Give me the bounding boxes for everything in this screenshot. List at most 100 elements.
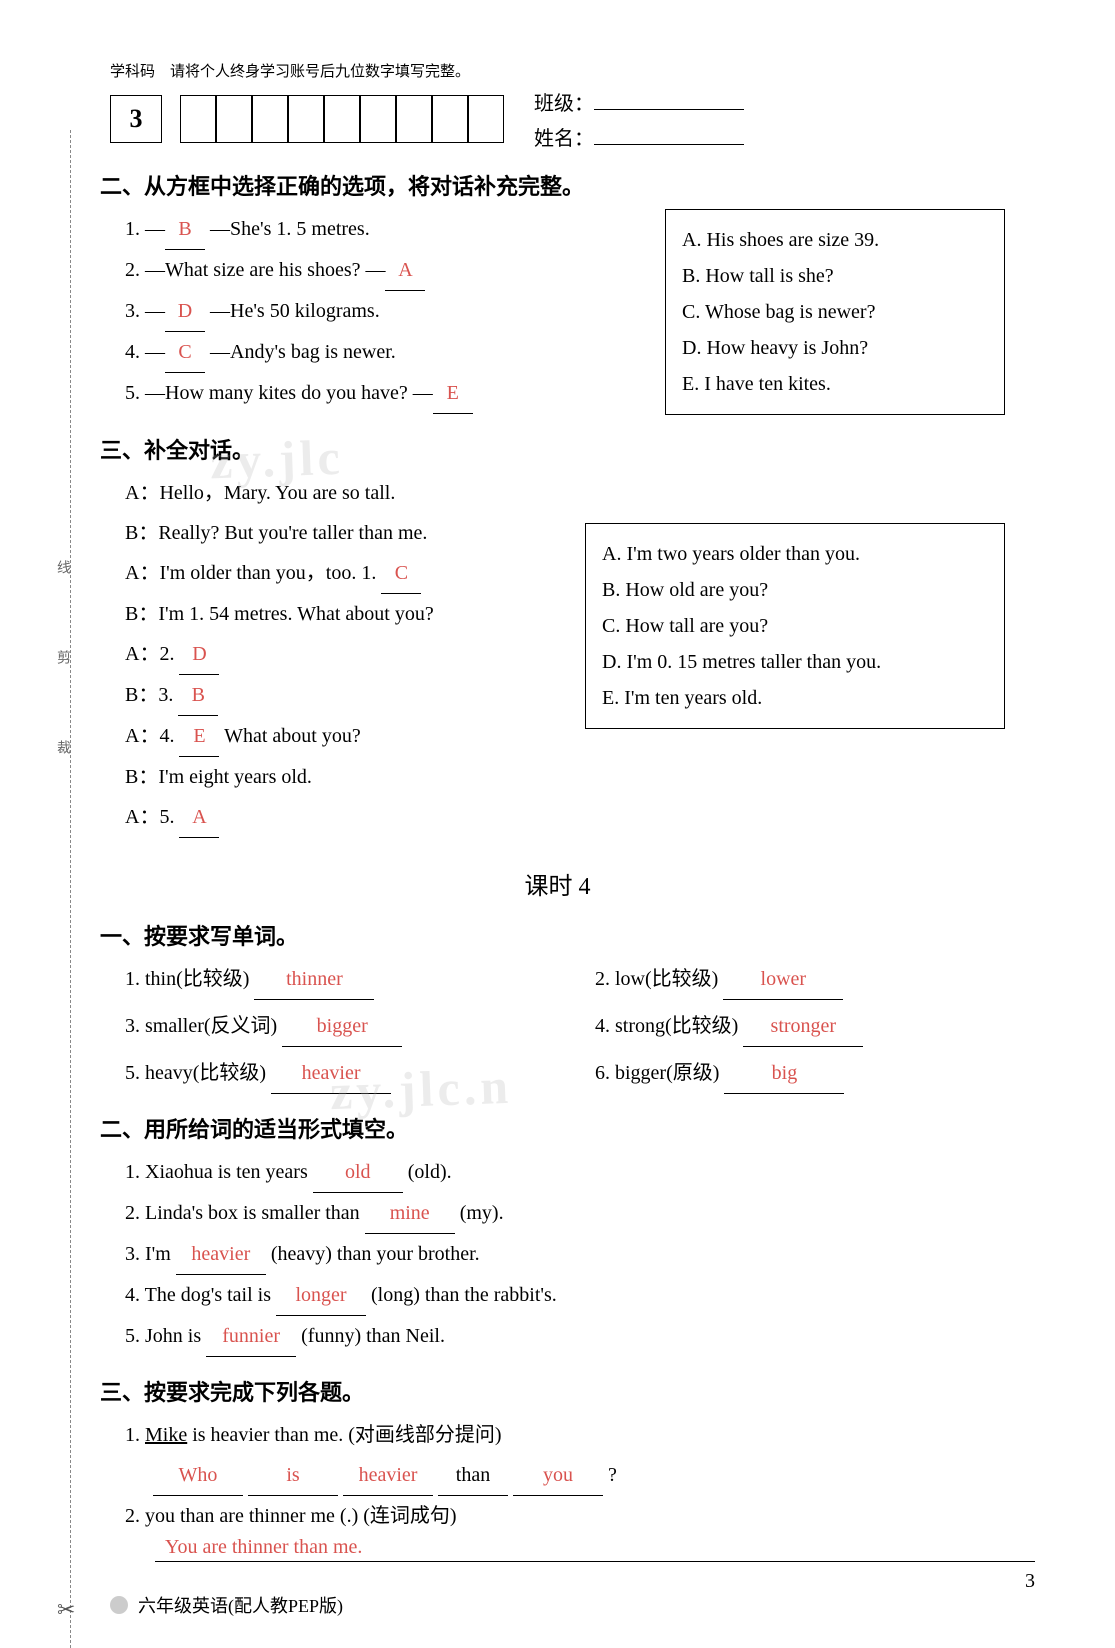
q3-item: 1. Mike is heavier than me. (对画线部分提问) [125,1415,1035,1455]
q3-full-answer: You are thinner than me. [155,1536,1035,1562]
answer: C [381,553,421,594]
code-big-digit: 3 [110,95,162,143]
line: B：Really? But you're taller than me. [125,513,565,553]
section3-dialogue: A：Hello，Mary. You are so tall. B：Really?… [125,473,565,838]
word-item: 5. heavy(比较级) heavier [125,1053,565,1094]
class-input[interactable] [594,88,744,110]
fill-item: 5. John is funnier (funny) than Neil. [125,1316,1035,1357]
header: 学科码 请将个人终身学习账号后九位数字填写完整。 3 班级： 姓名： [80,60,1035,151]
section2-questions: 1. —B —She's 1. 5 metres. 2. —What size … [125,209,645,414]
word-item: 6. bigger(原级) big [595,1053,1035,1094]
q3-answer-line: Who is heavier than you ? [153,1455,1035,1496]
cut-line [70,130,71,1648]
line: B：I'm 1. 54 metres. What about you? [125,594,565,634]
option: D. I'm 0. 15 metres taller than you. [602,644,988,680]
section3-options: A. I'm two years older than you. B. How … [585,523,1005,729]
answer: D [165,291,205,332]
answer: A [179,797,219,838]
line: B：I'm eight years old. [125,757,565,797]
option: D. How heavy is John? [682,330,988,366]
q-item: 2. —What size are his shoes? —A [125,250,645,291]
code-box[interactable] [216,95,252,143]
code-box[interactable] [396,95,432,143]
option: C. How tall are you? [602,608,988,644]
cut-label-trim: 裁 [52,740,72,754]
section2-options: A. His shoes are size 39. B. How tall is… [665,209,1005,415]
fill-item: 1. Xiaohua is ten years old (old). [125,1152,1035,1193]
answer: E [433,373,473,414]
fill-item: 3. I'm heavier (heavy) than your brother… [125,1234,1035,1275]
answer: B [178,675,218,716]
footer-text: 六年级英语(配人教PEP版) [138,1592,343,1618]
word-item: 3. smaller(反义词) bigger [125,1006,565,1047]
answer: old [313,1152,403,1193]
option: E. I have ten kites. [682,366,988,402]
code-box[interactable] [432,95,468,143]
line: A：4. E What about you? [125,716,565,757]
header-instruction: 请将个人终身学习账号后九位数字填写完整。 [170,64,470,80]
answer: funnier [206,1316,296,1357]
scissors-icon: ✂ [57,1597,75,1623]
option: C. Whose bag is newer? [682,294,988,330]
q-item: 1. —B —She's 1. 5 metres. [125,209,645,250]
section2-title: 二、从方框中选择正确的选项，将对话补充完整。 [100,169,1035,201]
answer: D [179,634,219,675]
cut-label-cut: 剪 [52,650,72,664]
page-number: 3 [1025,1570,1035,1593]
answer: big [724,1053,844,1094]
section3-title: 三、补全对话。 [100,433,1035,465]
word-grid: 1. thin(比较级) thinner 2. low(比较级) lower 3… [125,959,1035,1094]
q-item: 4. —C —Andy's bag is newer. [125,332,645,373]
answer: heavier [271,1053,391,1094]
option: A. His shoes are size 39. [682,222,988,258]
line: A：5. A [125,797,565,838]
word-item: 1. thin(比较级) thinner [125,959,565,1000]
class-label: 班级： [534,93,594,115]
footer: 六年级英语(配人教PEP版) [110,1592,1035,1618]
l4-section2-items: 1. Xiaohua is ten years old (old). 2. Li… [125,1152,1035,1357]
option: B. How tall is she? [682,258,988,294]
line: B：3. B [125,675,565,716]
l4-section1-title: 一、按要求写单词。 [100,919,1035,951]
name-input[interactable] [594,123,744,145]
answer: heavier [176,1234,266,1275]
subject-code-label: 学科码 [110,64,155,80]
answer: is [248,1455,338,1496]
option: A. I'm two years older than you. [602,536,988,572]
answer: lower [723,959,843,1000]
answer: mine [365,1193,455,1234]
name-label: 姓名： [534,128,594,150]
code-box[interactable] [360,95,396,143]
q3-item: 2. you than are thinner me (.) (连词成句) [125,1496,1035,1536]
word-item: 2. low(比较级) lower [595,959,1035,1000]
line: A：I'm older than you，too. 1. C [125,553,565,594]
answer: B [165,209,205,250]
l4-section3-items: 1. Mike is heavier than me. (对画线部分提问) Wh… [125,1415,1035,1536]
line: A：Hello，Mary. You are so tall. [125,473,565,513]
lesson4-title: 课时 4 [80,866,1035,901]
q-item: 3. —D —He's 50 kilograms. [125,291,645,332]
code-box[interactable] [468,95,504,143]
answer: Who [153,1455,243,1496]
answer: heavier [343,1455,433,1496]
line: A：2. D [125,634,565,675]
answer: thinner [254,959,374,1000]
code-box[interactable] [324,95,360,143]
q-item: 5. —How many kites do you have? —E [125,373,645,414]
answer: you [513,1455,603,1496]
code-box[interactable] [252,95,288,143]
answer: bigger [282,1006,402,1047]
answer: stronger [743,1006,863,1047]
fill-item: 4. The dog's tail is longer (long) than … [125,1275,1035,1316]
code-box[interactable] [288,95,324,143]
footer-circle-icon [110,1596,128,1614]
word-item: 4. strong(比较级) stronger [595,1006,1035,1047]
underlined-word: Mike [145,1424,187,1446]
answer: C [165,332,205,373]
option: B. How old are you? [602,572,988,608]
answer: E [179,716,219,757]
code-box[interactable] [180,95,216,143]
fill-item: 2. Linda's box is smaller than mine (my)… [125,1193,1035,1234]
option: E. I'm ten years old. [602,680,988,716]
l4-section2-title: 二、用所给词的适当形式填空。 [100,1112,1035,1144]
